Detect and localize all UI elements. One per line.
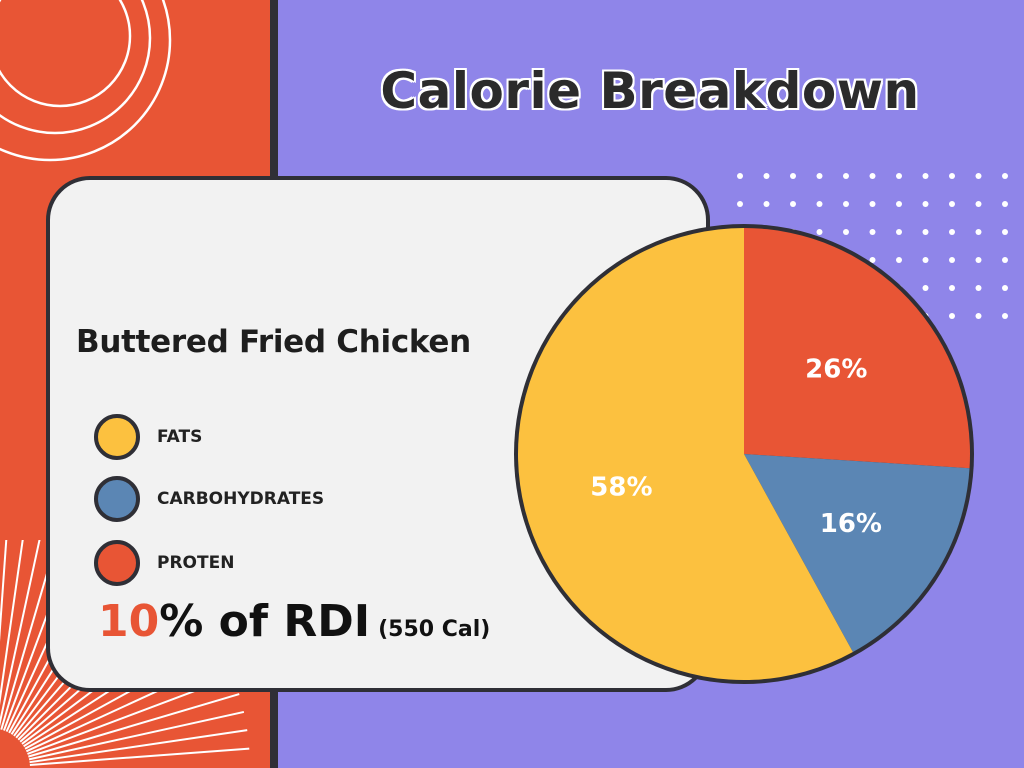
pie-slice-0: [744, 228, 970, 469]
legend-label-fats: FATS: [157, 427, 203, 447]
pie-slice-label-2: 58%: [590, 472, 652, 502]
rdi-label: % of RDI: [159, 596, 371, 647]
calorie-pie-chart: 26% 16% 58%: [514, 224, 974, 684]
rdi-percent: 10: [98, 596, 160, 647]
food-name: Buttered Fried Chicken: [76, 324, 471, 360]
rdi-calories: (550 Cal): [378, 617, 491, 642]
pie-slice-1: [744, 454, 970, 653]
pie-slice-2: [518, 228, 853, 680]
pie-slice-label-1: 16%: [820, 509, 882, 539]
legend-label-carbohydrates: CARBOHYDRATES: [157, 489, 325, 509]
legend-label-protein: PROTEN: [157, 553, 235, 573]
concentric-circles-decoration: [0, 0, 172, 162]
pie-slice-label-0: 26%: [805, 354, 867, 384]
legend-swatch-protein: [94, 540, 140, 586]
page-title: Calorie Breakdown: [380, 62, 920, 120]
legend-swatch-carbohydrates: [94, 476, 140, 522]
legend-swatch-fats: [94, 414, 140, 460]
rdi-summary: 10% of RDI (550 Cal): [98, 596, 490, 647]
